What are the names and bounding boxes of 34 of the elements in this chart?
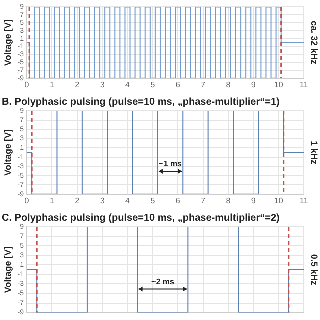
chart-title: B. Polyphasic pulsing (pulse=10 ms, „phase-multiplier“=1): [2, 96, 280, 108]
x-tick-label: 11: [300, 196, 309, 206]
x-tick-label: 8: [226, 80, 232, 90]
x-tick-label: 5: [150, 196, 156, 206]
x-tick-label: 3: [100, 80, 106, 90]
x-tick-label: 9: [251, 196, 256, 206]
x-tick-label: 9: [251, 80, 256, 90]
x-tick-label: 4: [126, 80, 131, 90]
annotation: ~2 ms: [152, 277, 175, 286]
y2-axis-title: ca. 32 kHz: [310, 21, 320, 66]
x-tick-label: 6: [176, 80, 181, 90]
x-tick-label: 2: [75, 196, 80, 206]
x-tick-label: 8: [226, 196, 232, 206]
y2-axis-title: 1 kHz: [310, 140, 320, 165]
annotation: ~1 ms: [159, 160, 183, 169]
x-tick-label: 10: [274, 196, 284, 206]
x-tick-label: 11: [300, 80, 309, 90]
x-tick-label: 0: [24, 80, 30, 90]
y-axis-title: Voltage [V]: [2, 130, 13, 176]
x-tick-label: 0: [24, 196, 30, 206]
x-tick-label: 7: [201, 196, 206, 206]
y-axis-title: Voltage [V]: [2, 246, 13, 294]
x-tick-label: 4: [126, 196, 131, 206]
x-tick-label: 1: [50, 196, 55, 206]
y2-axis-title: 0.5 kHz: [310, 254, 320, 286]
chart-title: C. Polyphasic pulsing (pulse=10 ms, „phase-multiplier“=2): [2, 212, 280, 224]
x-tick-label: 5: [150, 80, 156, 90]
y-axis-title: Voltage [V]: [2, 20, 13, 66]
x-tick-label: 7: [201, 80, 206, 90]
x-tick-label: 2: [75, 80, 80, 90]
x-tick-label: 3: [100, 196, 106, 206]
x-tick-label: 10: [274, 80, 284, 90]
x-tick-label: 1: [50, 80, 55, 90]
x-tick-label: 6: [176, 196, 181, 206]
